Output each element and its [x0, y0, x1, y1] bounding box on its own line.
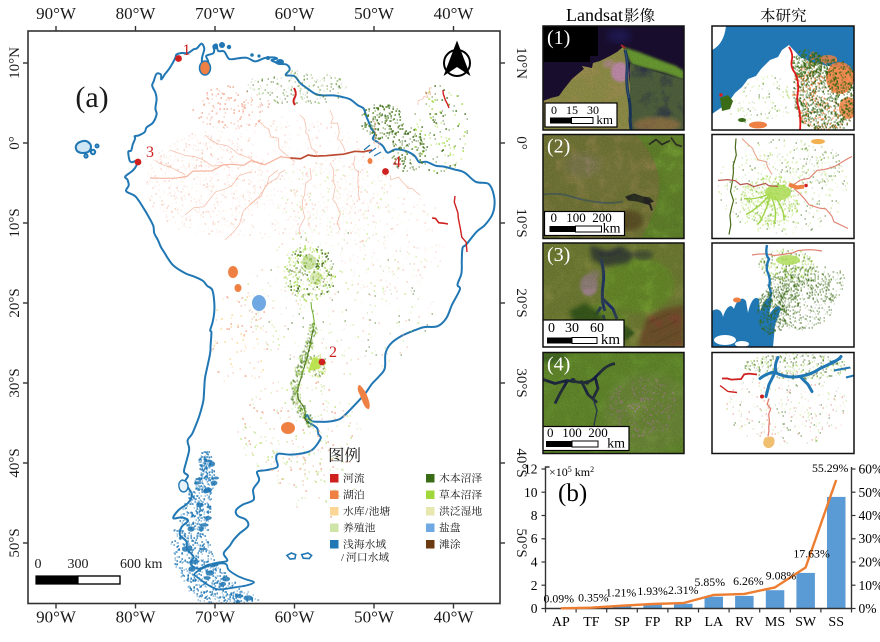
svg-text:60°W: 60°W: [275, 608, 316, 627]
svg-text:17.63%: 17.63%: [793, 547, 830, 561]
svg-text:50°W: 50°W: [354, 4, 395, 23]
svg-text:10: 10: [524, 485, 538, 500]
svg-text:40°W: 40°W: [434, 608, 475, 627]
svg-text:6: 6: [531, 531, 538, 546]
svg-text:40°S: 40°S: [7, 448, 23, 477]
svg-text:1.93%: 1.93%: [637, 584, 668, 598]
svg-text:0°: 0°: [7, 136, 23, 150]
svg-text:30: 30: [587, 103, 599, 117]
svg-text:/: /: [341, 552, 345, 564]
svg-text:(3): (3): [547, 244, 570, 266]
svg-text:0: 0: [548, 321, 555, 336]
svg-text:3: 3: [146, 144, 154, 161]
svg-text:55.29%: 55.29%: [812, 461, 849, 475]
svg-text:50°S: 50°S: [513, 528, 529, 557]
svg-text:20°S: 20°S: [7, 288, 23, 317]
svg-text:50%: 50%: [859, 485, 880, 500]
svg-text:(b): (b): [558, 480, 587, 507]
svg-text:(a): (a): [75, 81, 108, 114]
svg-text:1: 1: [183, 42, 191, 59]
svg-text:(1): (1): [547, 27, 570, 49]
svg-text:0: 0: [531, 601, 538, 616]
svg-text:60: 60: [590, 321, 604, 336]
svg-text:50°W: 50°W: [354, 608, 395, 627]
svg-text:20%: 20%: [859, 555, 880, 570]
svg-text:40°W: 40°W: [434, 4, 475, 23]
svg-text:×105 km2: ×105 km2: [549, 465, 594, 479]
svg-text:80°W: 80°W: [116, 4, 157, 23]
svg-text:10°N: 10°N: [513, 47, 529, 79]
svg-text:MS: MS: [765, 615, 785, 630]
svg-text:/: /: [365, 506, 369, 518]
svg-text:km: km: [607, 437, 625, 452]
svg-text:(4): (4): [547, 354, 570, 376]
svg-text:60%: 60%: [859, 462, 880, 477]
svg-text:10%: 10%: [859, 578, 880, 593]
svg-text:0.35%: 0.35%: [578, 591, 609, 605]
svg-text:90°W: 90°W: [36, 608, 77, 627]
svg-text:100: 100: [566, 210, 586, 225]
svg-text:0%: 0%: [859, 601, 877, 616]
svg-text:50°S: 50°S: [7, 528, 23, 557]
svg-text:70°W: 70°W: [195, 4, 236, 23]
svg-text:30°S: 30°S: [513, 368, 529, 397]
svg-text:km: km: [603, 222, 621, 237]
svg-text:100: 100: [562, 425, 582, 440]
svg-text:60°W: 60°W: [275, 4, 316, 23]
svg-text:30: 30: [565, 321, 579, 336]
svg-text:0: 0: [551, 210, 558, 225]
svg-text:1.21%: 1.21%: [606, 586, 637, 600]
svg-text:80°W: 80°W: [116, 608, 157, 627]
svg-text:0: 0: [35, 557, 42, 572]
svg-text:2: 2: [329, 344, 337, 361]
svg-text:FP: FP: [645, 615, 661, 630]
svg-text:20°S: 20°S: [513, 288, 529, 317]
svg-text:SW: SW: [795, 615, 817, 630]
svg-text:km: km: [596, 112, 613, 127]
svg-text:km: km: [601, 332, 621, 348]
svg-text:SS: SS: [828, 615, 844, 630]
svg-text:70°W: 70°W: [195, 608, 236, 627]
svg-text:0: 0: [551, 103, 557, 117]
svg-text:10°S: 10°S: [7, 208, 23, 237]
svg-text:Landsat: Landsat: [566, 5, 623, 25]
svg-text:0: 0: [547, 425, 554, 440]
svg-text:SP: SP: [614, 615, 630, 630]
svg-text:9.08%: 9.08%: [766, 568, 797, 582]
svg-text:0.09%: 0.09%: [544, 591, 575, 605]
svg-text:0°: 0°: [513, 136, 529, 150]
svg-text:2.31%: 2.31%: [668, 583, 699, 597]
svg-text:10°N: 10°N: [7, 47, 23, 79]
svg-text:90°W: 90°W: [36, 4, 77, 23]
svg-text:40%: 40%: [859, 508, 880, 523]
svg-text:600 km: 600 km: [120, 557, 163, 572]
svg-text:30%: 30%: [859, 531, 880, 546]
svg-text:4: 4: [393, 154, 401, 171]
svg-text:200: 200: [588, 425, 608, 440]
svg-text:(2): (2): [547, 136, 570, 158]
svg-text:RP: RP: [675, 615, 692, 630]
svg-text:TF: TF: [583, 615, 600, 630]
svg-text:40°S: 40°S: [513, 448, 529, 477]
svg-text:15: 15: [566, 103, 578, 117]
svg-text:RV: RV: [735, 615, 753, 630]
svg-text:200: 200: [592, 210, 612, 225]
svg-text:LA: LA: [704, 615, 724, 630]
svg-text:6.26%: 6.26%: [733, 574, 764, 588]
svg-text:AP: AP: [552, 615, 570, 630]
svg-text:10°S: 10°S: [513, 208, 529, 237]
svg-text:4: 4: [531, 555, 538, 570]
svg-text:300: 300: [68, 557, 89, 572]
svg-text:30°S: 30°S: [7, 368, 23, 397]
svg-text:12: 12: [524, 462, 538, 477]
svg-text:8: 8: [531, 508, 538, 523]
svg-text:5.85%: 5.85%: [695, 575, 726, 589]
svg-text:2: 2: [531, 578, 538, 593]
